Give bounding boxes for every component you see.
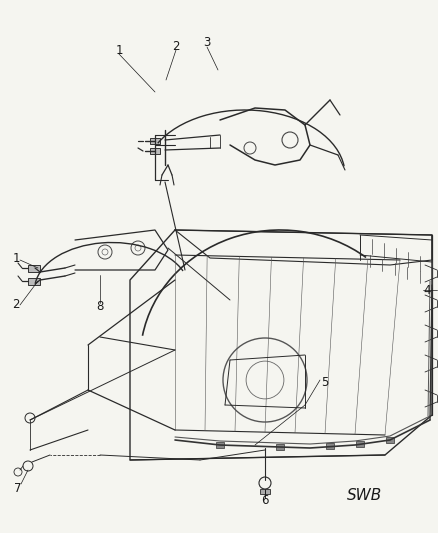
Text: 5: 5 — [321, 376, 328, 389]
Bar — [356, 441, 364, 447]
Text: SWB: SWB — [347, 488, 383, 503]
Text: 3: 3 — [203, 36, 211, 50]
Bar — [150, 148, 160, 154]
Text: 2: 2 — [12, 298, 20, 311]
Text: 8: 8 — [96, 301, 104, 313]
Bar — [260, 489, 270, 494]
Bar — [276, 444, 284, 450]
Bar — [326, 443, 334, 449]
Text: 6: 6 — [261, 494, 269, 506]
Bar — [150, 138, 160, 144]
Text: 2: 2 — [172, 39, 180, 52]
Text: 1: 1 — [12, 252, 20, 264]
Bar — [216, 442, 224, 448]
Text: 4: 4 — [423, 284, 431, 296]
Bar — [28, 265, 40, 272]
Text: 7: 7 — [14, 481, 22, 495]
Text: 1: 1 — [115, 44, 123, 56]
Bar — [28, 278, 40, 285]
Bar — [386, 437, 394, 443]
